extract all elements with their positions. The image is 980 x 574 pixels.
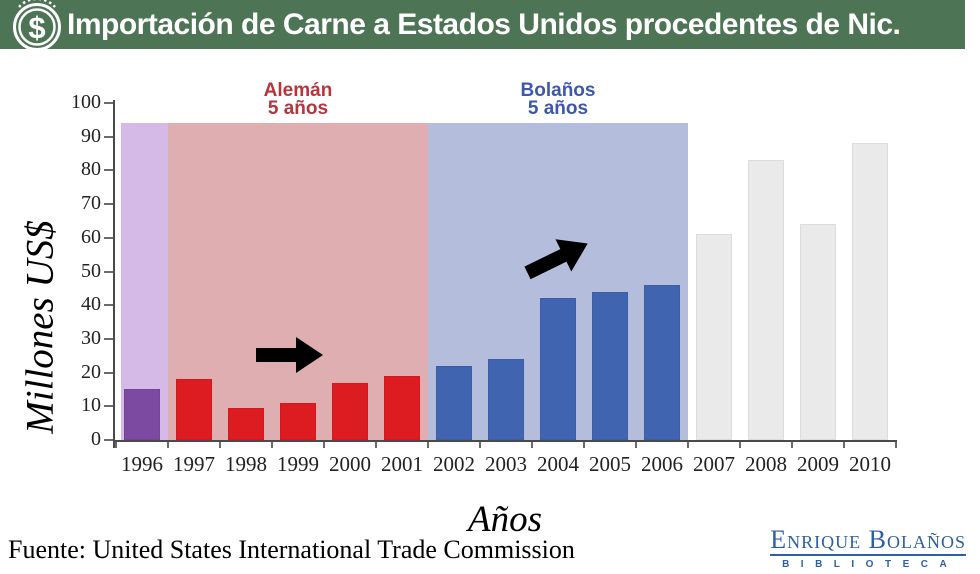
- bar-1996: [124, 389, 160, 440]
- y-tick-label: 0: [91, 428, 101, 450]
- x-tick-label-2009: 2009: [797, 452, 839, 476]
- x-axis-line: [113, 440, 897, 442]
- x-tick: [635, 440, 637, 448]
- period-label-line2: 5 años: [527, 98, 589, 119]
- x-tick: [323, 440, 325, 448]
- period-label-aleman: Alemán 5 años: [178, 80, 418, 119]
- period-label-line1: Alemán: [263, 80, 333, 101]
- y-tick: [104, 169, 113, 172]
- logo-subtitle: BIBLIOTECA: [782, 559, 959, 570]
- bar-2010: [852, 143, 888, 440]
- logo-name: Enrique Bolaños: [770, 525, 966, 556]
- library-logo: Enrique Bolaños BIBLIOTECA: [770, 527, 966, 570]
- period-label-line1: Bolaños: [520, 80, 596, 101]
- y-tick-label: 10: [81, 394, 101, 417]
- x-tick-label-1999: 1999: [277, 452, 319, 476]
- x-tick-label-2010: 2010: [849, 452, 891, 476]
- bar-2007: [696, 234, 732, 440]
- page-title: Importación de Carne a Estados Unidos pr…: [67, 8, 901, 41]
- bar-2002: [436, 365, 472, 440]
- x-tick: [791, 440, 793, 448]
- y-tick-label: 30: [81, 326, 101, 349]
- x-tick: [687, 440, 689, 448]
- x-tick: [427, 440, 429, 448]
- header-bar: $ Importación de Carne a Estados Unidos …: [0, 0, 965, 51]
- x-tick: [219, 440, 221, 448]
- dollar-circle-icon: $: [13, 0, 61, 51]
- x-tick-label-2000: 2000: [329, 452, 371, 476]
- period-label-line2: 5 años: [267, 98, 329, 119]
- period-label-bolanos: Bolaños 5 años: [438, 80, 678, 119]
- x-tick-label-2004: 2004: [537, 452, 579, 476]
- y-tick: [104, 439, 113, 441]
- y-tick: [104, 270, 113, 273]
- y-tick-label: 60: [81, 225, 101, 248]
- bar-2004: [540, 298, 576, 440]
- bar-1998: [228, 407, 264, 440]
- trend-arrow-right-icon: [256, 337, 323, 373]
- x-tick-label-2003: 2003: [485, 452, 527, 476]
- y-tick: [104, 102, 113, 104]
- x-tick-label-2002: 2002: [433, 452, 475, 476]
- x-tick-label-1996: 1996: [121, 452, 163, 476]
- y-tick: [104, 203, 113, 206]
- svg-text:$: $: [28, 10, 45, 45]
- bar-chart: Millones US$ Alemán 5 años Bolaños 5 años 0 1…: [0, 49, 980, 549]
- y-axis-line: [113, 100, 115, 448]
- x-tick-label-2006: 2006: [641, 452, 683, 476]
- bar-2000: [332, 382, 368, 440]
- x-tick: [479, 440, 481, 448]
- y-tick-label: 20: [81, 360, 101, 383]
- trend-arrow-up-right-icon: [524, 239, 588, 280]
- x-tick: [271, 440, 273, 448]
- x-tick-label-1997: 1997: [173, 452, 215, 476]
- x-tick-label-1998: 1998: [225, 452, 267, 476]
- x-tick: [739, 440, 741, 448]
- y-tick-label: 70: [81, 192, 101, 215]
- x-tick-label-2001: 2001: [381, 452, 423, 476]
- x-tick: [531, 440, 533, 448]
- y-tick-label: 100: [71, 91, 101, 113]
- y-tick: [104, 304, 113, 307]
- y-tick: [104, 371, 113, 374]
- bar-2005: [592, 291, 628, 440]
- source-caption: Fuente: United States International Trad…: [8, 535, 575, 564]
- y-tick-label: 80: [81, 158, 101, 181]
- y-tick: [104, 236, 113, 239]
- bar-2009: [800, 224, 836, 440]
- y-tick: [104, 405, 113, 408]
- bar-2001: [384, 375, 420, 440]
- bar-2008: [748, 160, 784, 440]
- x-tick-label-2008: 2008: [745, 452, 787, 476]
- x-tick: [583, 440, 585, 448]
- bar-1997: [176, 379, 212, 440]
- y-tick-label: 40: [81, 293, 101, 316]
- x-tick-label-2007: 2007: [693, 452, 735, 476]
- y-tick-label: 50: [81, 259, 101, 282]
- y-tick: [104, 337, 113, 340]
- bar-1999: [280, 402, 316, 440]
- x-tick: [895, 440, 897, 448]
- y-tick: [104, 135, 113, 138]
- x-axis-title: Años: [468, 499, 542, 540]
- x-tick: [843, 440, 845, 448]
- x-tick: [375, 440, 377, 448]
- period-region-pre-aleman: [121, 123, 168, 440]
- bar-2003: [488, 359, 524, 440]
- x-tick: [115, 440, 117, 448]
- bar-2006: [644, 284, 680, 440]
- x-tick: [167, 440, 169, 448]
- x-tick-label-2005: 2005: [589, 452, 631, 476]
- y-tick-label: 90: [81, 124, 101, 147]
- plot-area: Alemán 5 años Bolaños 5 años 0 10 20 30 40 50 60 70…: [71, 81, 897, 476]
